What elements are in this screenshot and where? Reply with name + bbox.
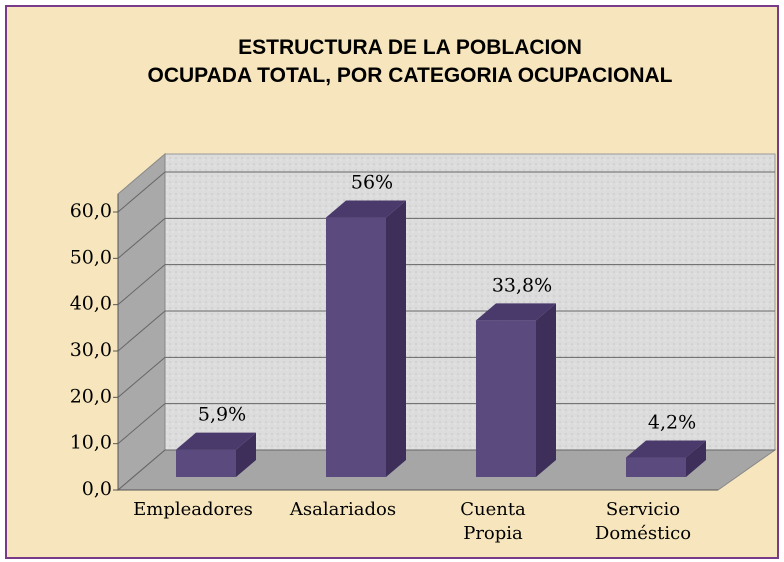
data-label: 5,9%: [198, 404, 246, 426]
bar-side: [386, 200, 406, 478]
x-tick-label-box: Asalariados: [289, 498, 397, 522]
y-tick-label: 30,0: [70, 339, 112, 361]
bar: [176, 449, 236, 477]
bar-top: [176, 432, 256, 450]
grid-line: [117, 449, 166, 491]
y-tick-label: 40,0: [70, 293, 112, 315]
grid-line: [117, 356, 166, 398]
bar-side: [686, 440, 706, 477]
data-label: 4,2%: [648, 412, 696, 434]
x-tick-label: Asalariados: [289, 499, 397, 520]
y-tick-label: 10,0: [70, 432, 112, 454]
bar-top: [476, 303, 556, 321]
x-tick-label: Servicio Doméstico: [594, 499, 692, 544]
x-tick-label-box: Empleadores: [133, 498, 253, 522]
grid-line: [117, 217, 166, 259]
chart-title: ESTRUCTURA DE LA POBLACION OCUPADA TOTAL,…: [148, 36, 673, 87]
x-tick-label-box: Cuenta Propia: [443, 498, 543, 546]
bar-top: [326, 200, 406, 218]
bar-side: [536, 303, 556, 477]
data-label: 33,8%: [492, 274, 552, 296]
y-tick-label: 0,0: [82, 478, 112, 500]
y-tick-label: 20,0: [70, 385, 112, 407]
y-tick-label: 50,0: [70, 246, 112, 268]
bar: [626, 457, 686, 477]
x-tick-label: Cuenta Propia: [460, 499, 526, 544]
x-tick-label-box: Servicio Doméstico: [593, 498, 693, 546]
x-tick-label: Empleadores: [133, 499, 253, 520]
back-wall: [164, 153, 776, 451]
grid-line: [117, 403, 166, 445]
y-tick-label: 60,0: [70, 200, 112, 222]
side-wall: [117, 152, 166, 492]
bar-side: [236, 432, 256, 477]
grid-line: [117, 310, 166, 352]
grid-line: [117, 264, 166, 306]
grid-line: [117, 171, 166, 213]
data-label: 56%: [351, 172, 393, 194]
bar: [476, 320, 536, 477]
bar-top: [626, 440, 706, 458]
bar: [326, 217, 386, 478]
